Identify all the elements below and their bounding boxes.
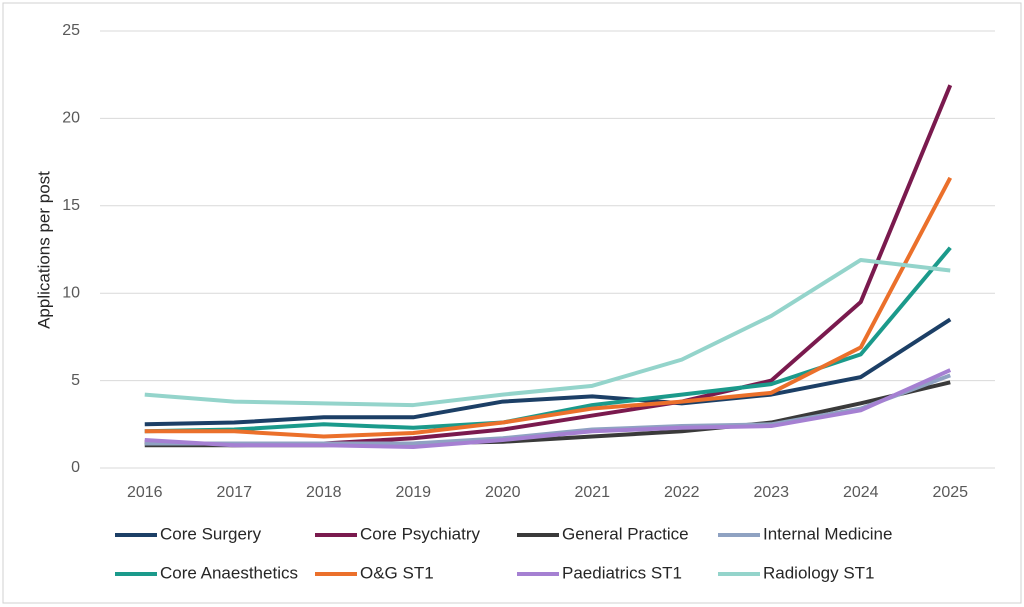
legend-label: General Practice xyxy=(562,524,689,543)
x-tick-label: 2016 xyxy=(127,484,163,501)
legend-label: Paediatrics ST1 xyxy=(562,563,682,582)
legend-label: Radiology ST1 xyxy=(763,563,875,582)
line xyxy=(144,317,952,427)
x-tick-label: 2021 xyxy=(574,484,610,501)
legend-label: Internal Medicine xyxy=(763,524,892,543)
x-tick-label: 2020 xyxy=(485,484,521,501)
x-tick-label: 2023 xyxy=(753,484,789,501)
x-tick-label: 2017 xyxy=(216,484,252,501)
line xyxy=(144,368,952,450)
y-tick-label: 10 xyxy=(62,284,80,301)
y-tick-label: 15 xyxy=(62,197,80,214)
line xyxy=(144,257,951,408)
legend-label: Core Surgery xyxy=(160,524,262,543)
x-tick-label: 2024 xyxy=(843,484,879,501)
y-tick-label: 20 xyxy=(62,110,80,127)
line xyxy=(144,176,953,439)
y-tick-label: 25 xyxy=(62,22,80,39)
legend-label: Core Anaesthetics xyxy=(160,563,298,582)
x-tick-label: 2018 xyxy=(306,484,342,501)
x-tick-label: 2025 xyxy=(932,484,968,501)
legend-label: O&G ST1 xyxy=(360,563,434,582)
y-tick-label: 0 xyxy=(71,459,80,476)
x-tick-label: 2019 xyxy=(395,484,431,501)
y-tick-label: 5 xyxy=(71,372,80,389)
x-tick-label: 2022 xyxy=(664,484,700,501)
y-axis-title: Applications per post xyxy=(34,171,53,329)
legend-label: Core Psychiatry xyxy=(360,524,480,543)
legend: Core Surgery Core Psychiatry General Pract… xyxy=(115,524,892,582)
